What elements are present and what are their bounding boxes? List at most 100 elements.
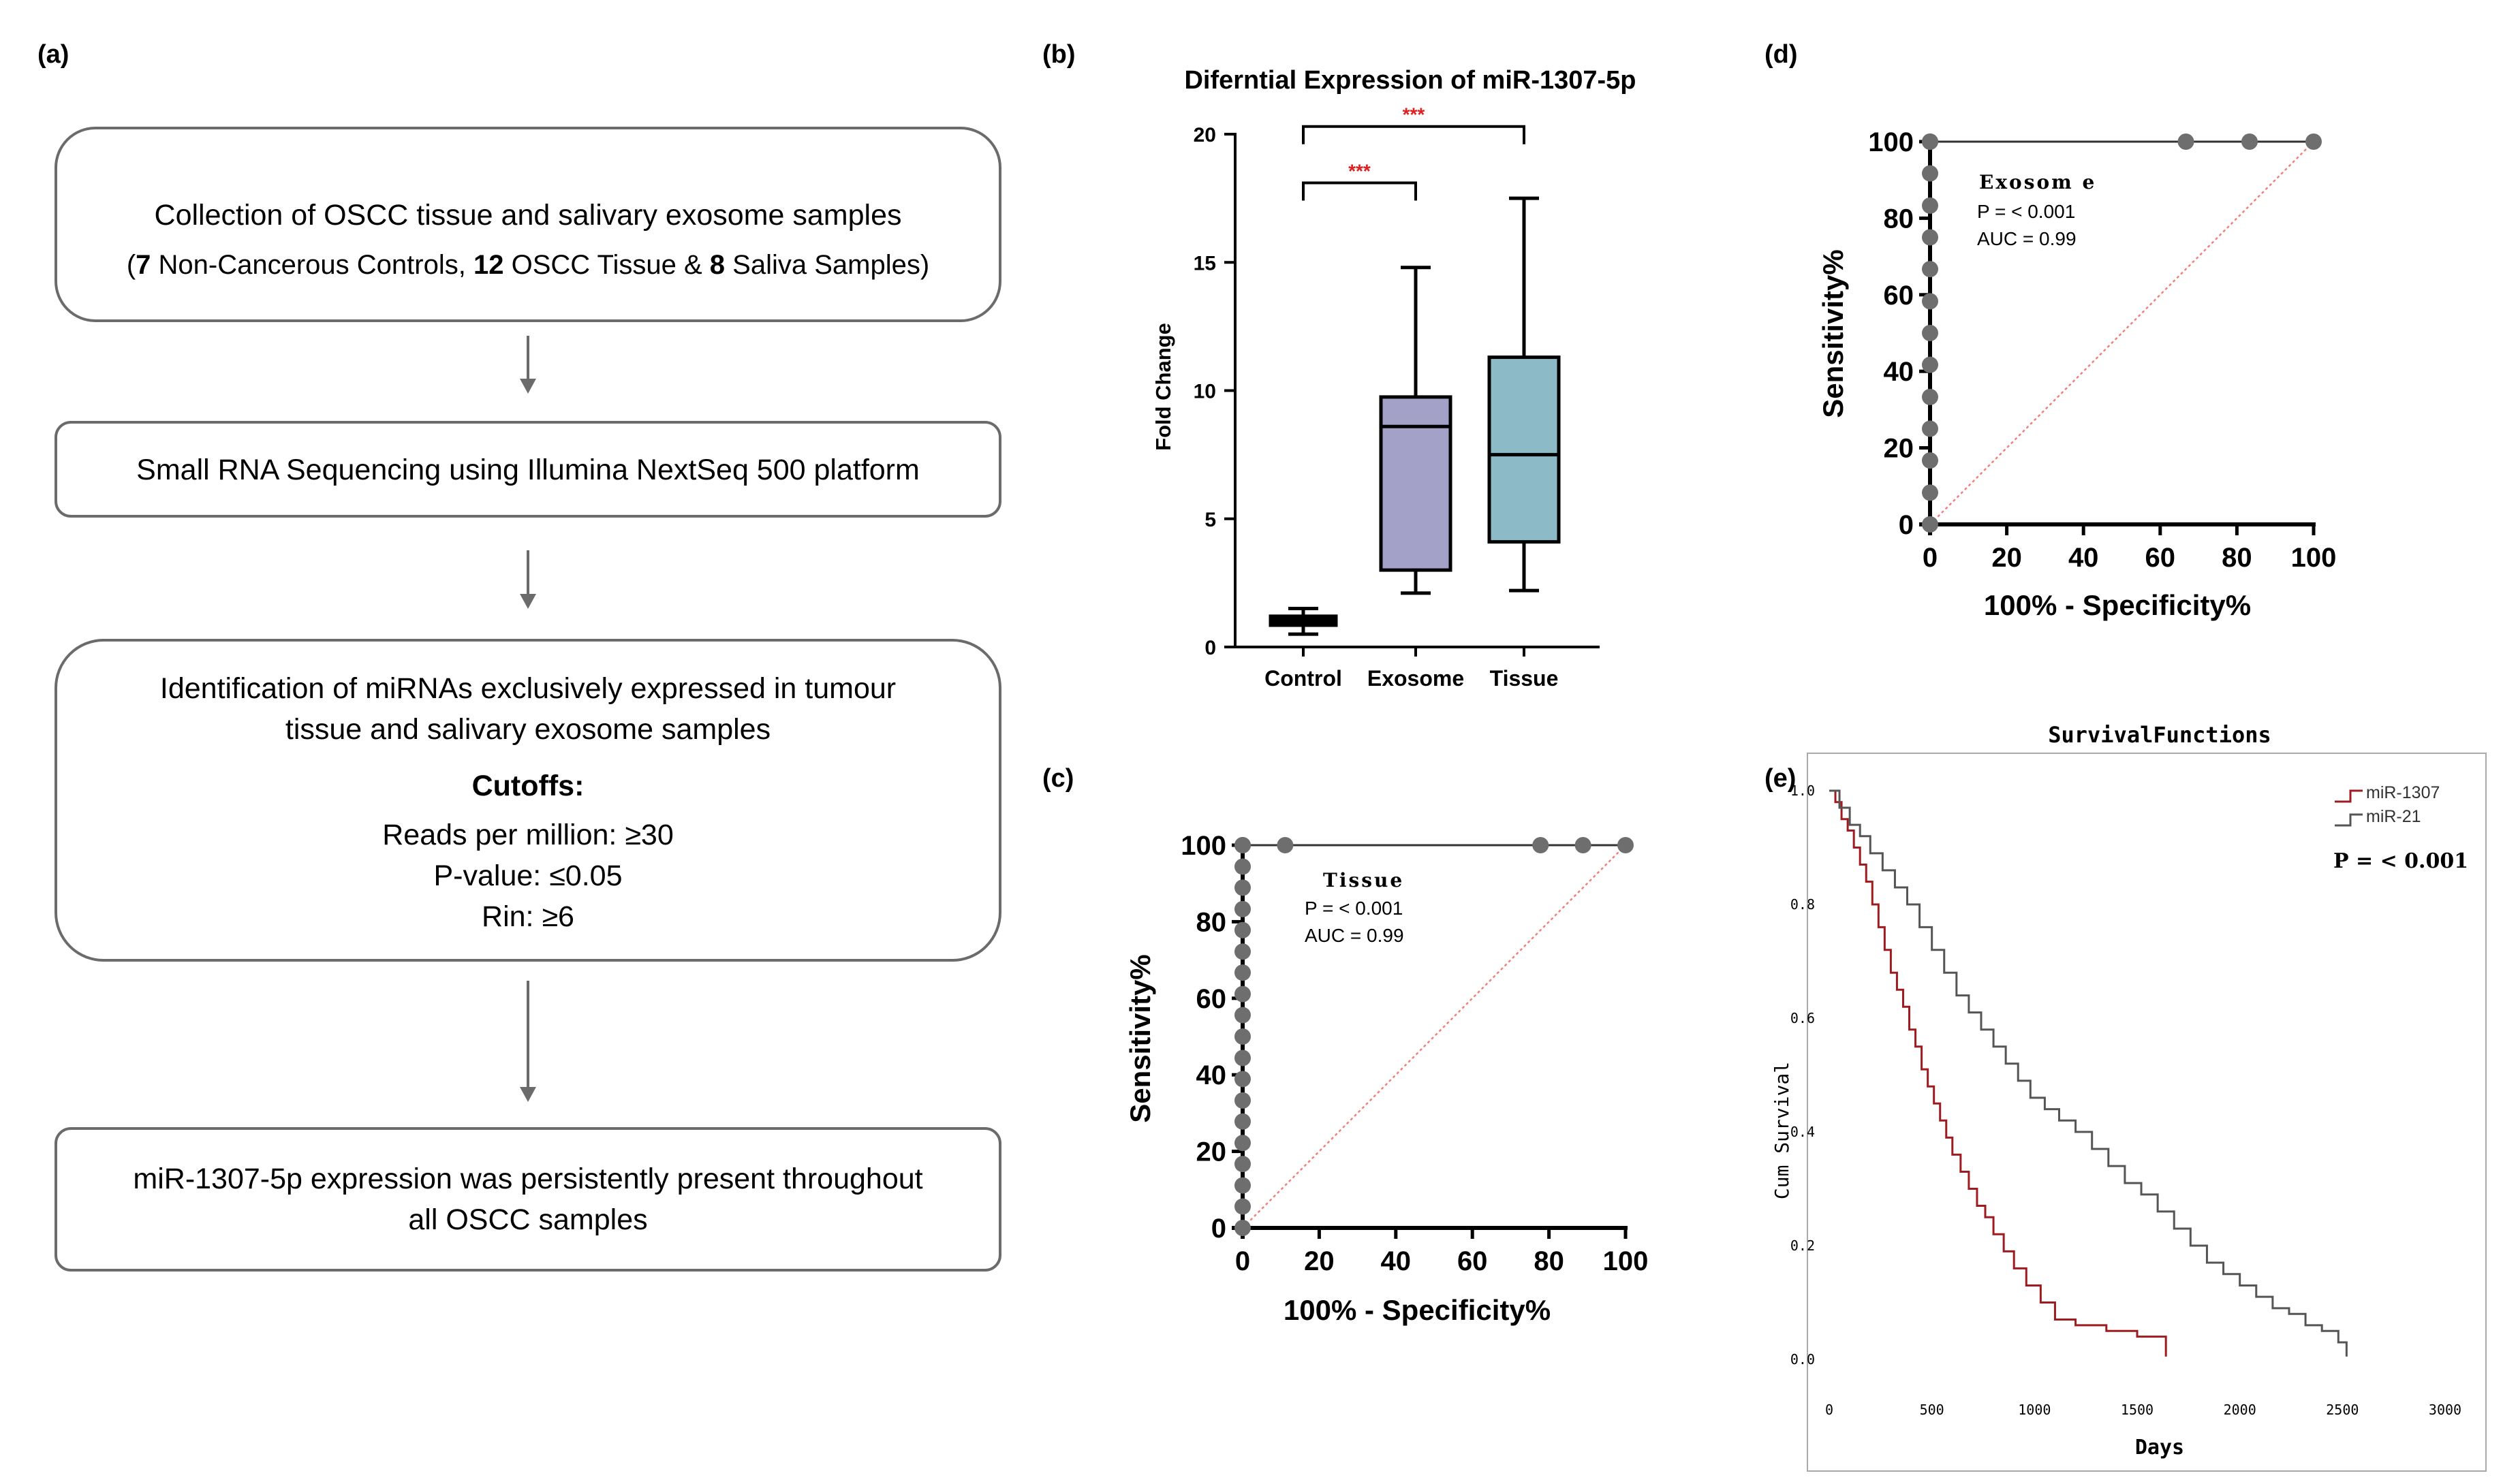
roc-point	[1922, 388, 1938, 405]
roc-point	[2305, 133, 2322, 150]
y-tick-label: 40	[1884, 357, 1914, 387]
x-tick-label: 3000	[2429, 1402, 2461, 1418]
legend-swatch	[2335, 789, 2363, 803]
y-tick-label: 0	[1211, 1214, 1226, 1244]
plot-frame	[1807, 753, 2487, 1472]
y-tick-label: 0.8	[1790, 896, 1815, 913]
y-tick-label: 60	[1884, 281, 1914, 311]
flow-cutoff-reads: Reads per million: ≥30	[382, 819, 674, 851]
survival-chart: SurvivalFunctions Days Cum Survival P = …	[1771, 722, 2487, 1472]
roc-annot-title: Tissue	[1323, 869, 1404, 891]
roc-point	[1922, 516, 1938, 533]
roc-annot-p: P = < 0.001	[1305, 898, 1403, 919]
flow-line2-part: (	[127, 250, 136, 280]
roc-annot-p: P = < 0.001	[1977, 201, 2075, 222]
roc-point	[1234, 1220, 1251, 1236]
flow-box-identification-line2: tissue and salivary exosome samples	[285, 713, 771, 746]
flow-arrowhead-3	[520, 1087, 536, 1102]
x-tick-label: 500	[1920, 1402, 1944, 1418]
x-tick-label: 40	[2068, 543, 2099, 573]
panel-label-d: (d)	[1764, 40, 1798, 69]
y-tick-label: 10	[1194, 381, 1216, 403]
y-tick-label: 80	[1196, 907, 1227, 937]
roc-point	[2177, 133, 2194, 150]
roc-point	[1922, 229, 1938, 246]
significance-stars: ***	[1403, 104, 1425, 125]
x-tick-label: Tissue	[1490, 666, 1559, 691]
x-axis-label: 100% - Specificity%	[1984, 589, 2251, 621]
roc-point	[1574, 837, 1591, 853]
y-tick-label: 100	[1868, 127, 1914, 157]
flow-box-sequencing	[55, 421, 1001, 518]
roc-point	[1234, 1156, 1251, 1173]
roc-point	[1234, 1177, 1251, 1194]
flow-line2-count-tissue: 12	[473, 250, 504, 280]
y-tick-label: 60	[1196, 984, 1227, 1014]
x-tick-label: 0	[1235, 1246, 1250, 1276]
x-tick-label: 80	[2222, 543, 2252, 573]
flow-box-conclusion-line1: miR-1307-5p expression was persistently …	[133, 1163, 922, 1195]
roc-annot-title: Exosom e	[1979, 171, 2096, 193]
roc-point	[1922, 293, 1938, 310]
km-annot-p: P = < 0.001	[2333, 849, 2468, 873]
roc-point	[1234, 837, 1251, 853]
x-tick-label: 20	[1991, 543, 2022, 573]
roc-point	[1234, 1049, 1251, 1067]
flow-box-collection-line2: (7 Non-Cancerous Controls, 12 OSCC Tissu…	[127, 250, 929, 280]
flow-box-identification-line1: Identification of miRNAs exclusively exp…	[160, 672, 896, 705]
roc-point	[1922, 356, 1938, 373]
roc-point	[1532, 837, 1549, 853]
x-tick-label: 60	[2145, 543, 2176, 573]
y-tick-label: 1.0	[1790, 783, 1815, 799]
flow-cutoff-pvalue: P-value: ≤0.05	[434, 859, 623, 892]
y-tick-label: 0	[1899, 510, 1914, 540]
flow-line2-part: Non-Cancerous Controls,	[151, 250, 473, 280]
roc-point	[1234, 1135, 1251, 1152]
roc-point	[1234, 858, 1251, 875]
roc-point	[1617, 837, 1634, 853]
roc-point	[1234, 964, 1251, 981]
y-axis-label: Sensitivity%	[1817, 249, 1849, 417]
roc-point	[2241, 133, 2258, 150]
roc-point	[1234, 1007, 1251, 1024]
significance-stars: ***	[1348, 161, 1371, 182]
panel-label-c: (c)	[1042, 764, 1074, 793]
flow-cutoff-rin: Rin: ≥6	[482, 900, 574, 933]
x-tick-label: 2000	[2224, 1402, 2256, 1418]
roc-point	[1922, 325, 1938, 341]
roc-point	[1234, 943, 1251, 960]
box-exosome	[1379, 395, 1452, 572]
chart-title: SurvivalFunctions	[2048, 722, 2271, 748]
roc-point	[1234, 879, 1251, 896]
roc-exosome-chart: Exosom e P = < 0.001 AUC = 0.99 100% - S…	[1817, 127, 2336, 621]
y-tick-label: 80	[1884, 204, 1914, 234]
y-tick-label: 20	[1196, 1137, 1227, 1167]
x-tick-label: 60	[1457, 1246, 1488, 1276]
significance-bracket	[1302, 125, 1525, 144]
x-tick-label: Control	[1264, 666, 1342, 691]
roc-annot-auc: AUC = 0.99	[1977, 228, 2077, 249]
roc-point	[1922, 261, 1938, 278]
roc-point	[1234, 1113, 1251, 1130]
flow-box-collection	[55, 127, 1001, 322]
y-tick-label: 100	[1181, 831, 1226, 861]
flow-box-identification	[55, 639, 1001, 962]
reference-line	[1242, 844, 1626, 1229]
y-tick-label: 0.4	[1790, 1124, 1815, 1140]
flow-line2-count-saliva: 8	[710, 250, 725, 280]
panel-label-b: (b)	[1042, 40, 1076, 69]
x-tick-label: 0	[1825, 1402, 1833, 1418]
roc-annot-auc: AUC = 0.99	[1305, 925, 1404, 946]
x-tick-label: 80	[1534, 1246, 1564, 1276]
flow-line2-part: Saliva Samples)	[725, 250, 929, 280]
panel-label-e: (e)	[1764, 764, 1796, 793]
roc-point	[1922, 133, 1938, 150]
x-tick-label: 0	[1923, 543, 1938, 573]
flow-line2-count-controls: 7	[136, 250, 151, 280]
roc-point	[1922, 165, 1938, 182]
y-tick-label: 20	[1194, 124, 1216, 146]
y-axis-label: Sensitivity%	[1124, 954, 1156, 1122]
roc-point	[1922, 420, 1938, 437]
y-tick-label: 0.0	[1790, 1351, 1815, 1368]
